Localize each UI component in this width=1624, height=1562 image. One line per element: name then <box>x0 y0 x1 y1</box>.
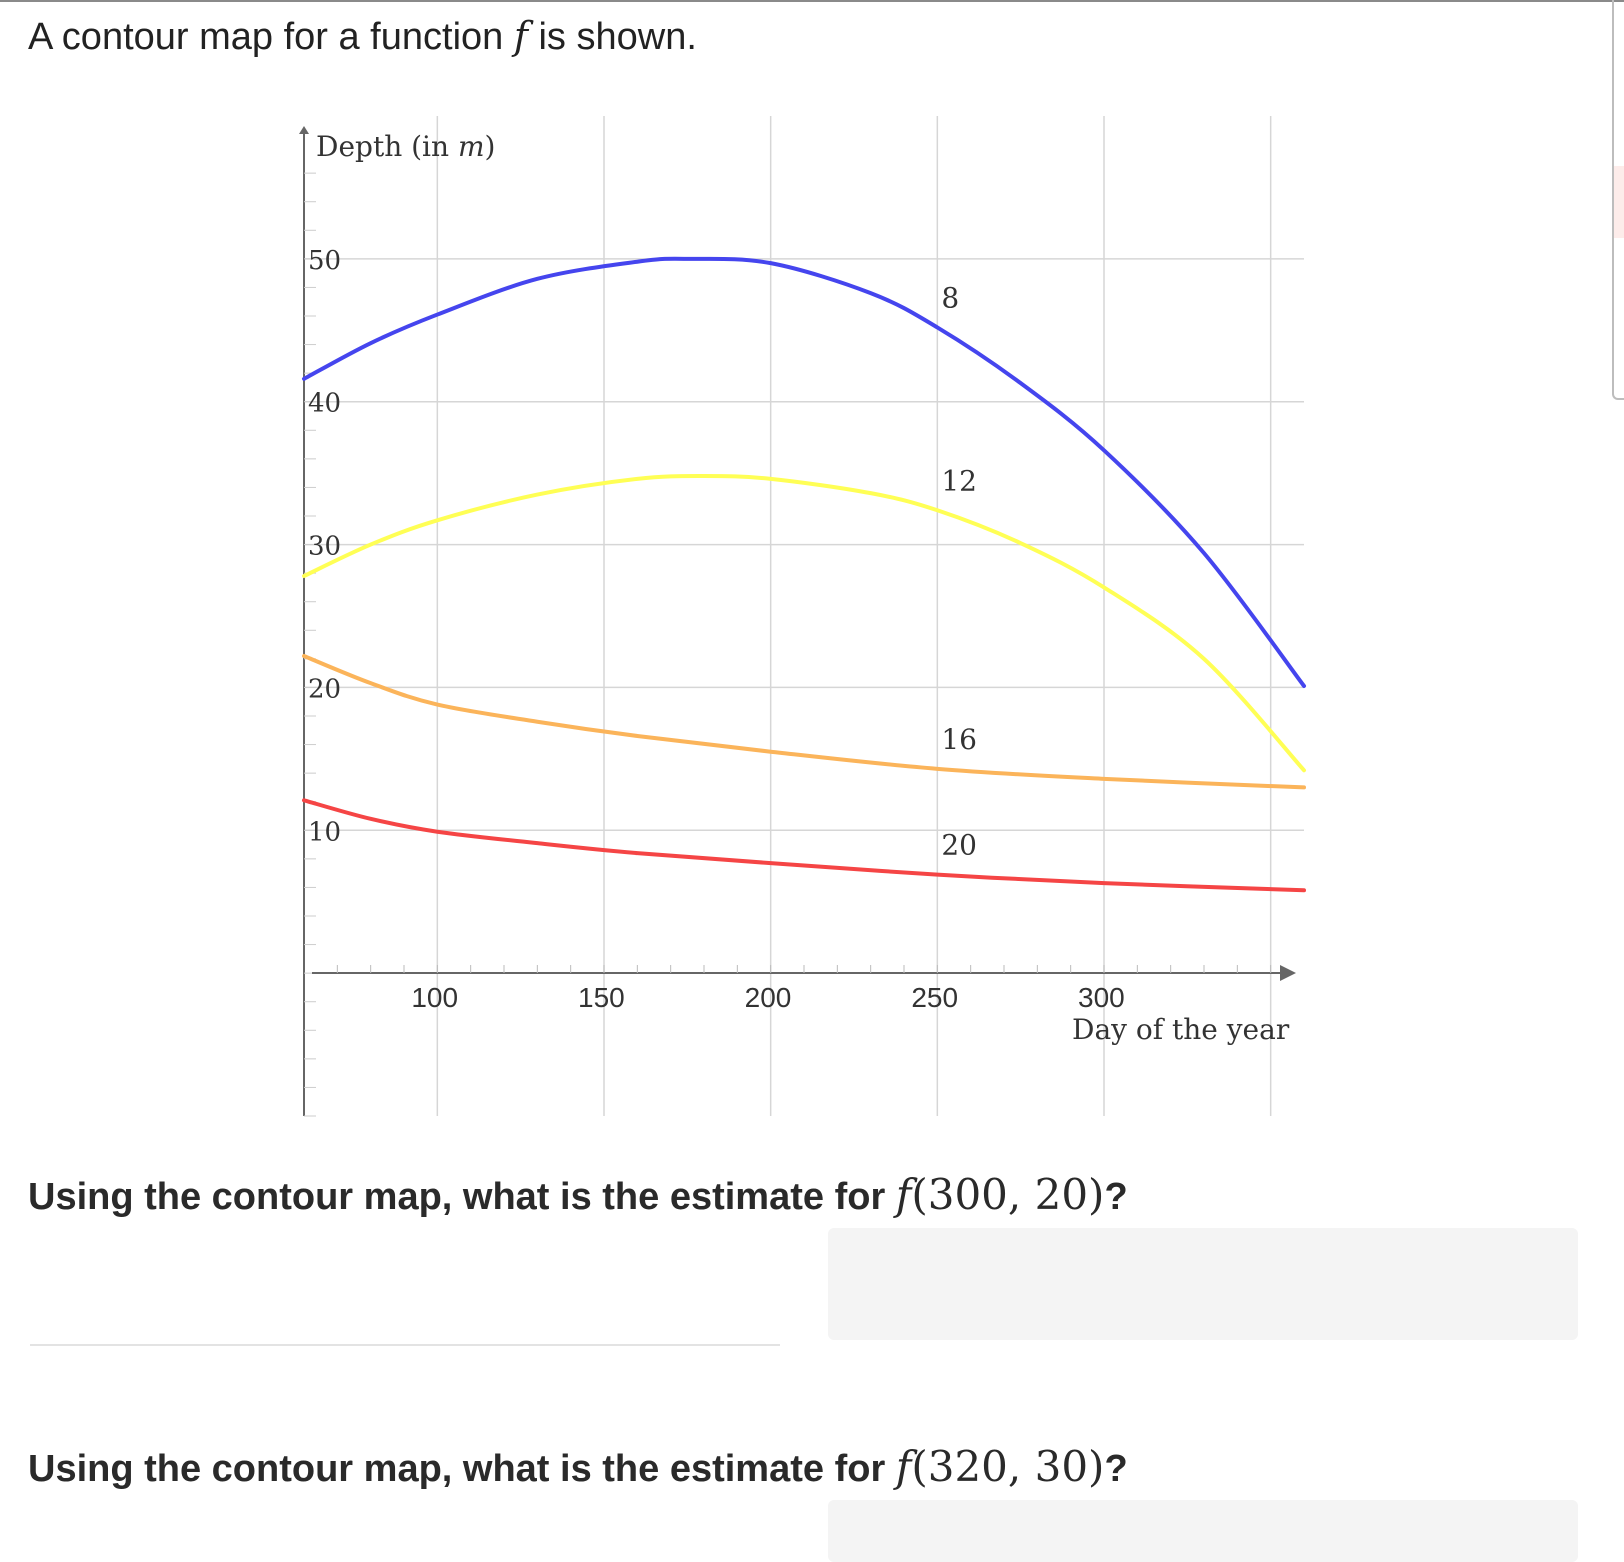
divider <box>30 1344 780 1346</box>
contour-line-20 <box>302 798 1306 893</box>
intro-prefix: A contour map for a function <box>28 16 514 58</box>
x-tick-label-200: 200 <box>745 982 792 1013</box>
contour-line-8 <box>302 256 1306 688</box>
question-1-function-symbol: f <box>895 1170 912 1219</box>
contour-label-8: 8 <box>941 281 959 314</box>
x-tick-label-150: 150 <box>578 982 625 1013</box>
question-2-args: (320, 30) <box>911 1442 1105 1491</box>
question-1-suffix: ? <box>1104 1176 1128 1218</box>
question-1-args: (300, 20) <box>911 1170 1105 1219</box>
contour-map: 100 150 200 250 300 10 20 30 40 50 Day of the year… <box>299 116 1306 1117</box>
y-tick-label-30: 30 <box>308 532 341 562</box>
contour-label-12: 12 <box>941 464 977 497</box>
question-1: Using the contour map, what is the estim… <box>28 1170 1128 1219</box>
contour-label-20: 20 <box>941 829 977 862</box>
question-2-prefix: Using the contour map, what is the estim… <box>28 1448 896 1490</box>
contour-label-16: 16 <box>941 723 977 756</box>
x-tick-label-100: 100 <box>411 982 458 1013</box>
side-panel-tab[interactable] <box>1614 166 1624 238</box>
question-1-prefix: Using the contour map, what is the estim… <box>28 1176 896 1218</box>
y-tick-label-50: 50 <box>308 246 341 276</box>
top-rule <box>0 0 1624 2</box>
contour-line-16 <box>302 654 1306 790</box>
x-axis-arrow <box>1280 965 1296 981</box>
answer-input-2[interactable] <box>828 1500 1578 1562</box>
intro-suffix: is shown. <box>527 16 697 58</box>
question-2-suffix: ? <box>1104 1448 1128 1490</box>
x-tick-label-250: 250 <box>911 982 958 1013</box>
contour-line-12 <box>302 473 1306 773</box>
question-2-function-symbol: f <box>895 1442 912 1491</box>
y-tick-label-10: 10 <box>308 817 341 847</box>
y-axis-arrow <box>299 126 309 134</box>
side-panel-edge <box>1612 0 1624 400</box>
y-tick-label-40: 40 <box>308 389 341 419</box>
x-axis-title: Day of the year <box>1072 1013 1290 1046</box>
answer-input-1[interactable] <box>828 1228 1578 1340</box>
y-axis-title: Depth (in m) <box>316 130 495 163</box>
intro-function-symbol: f <box>513 14 528 58</box>
x-tick-label-300: 300 <box>1078 982 1125 1013</box>
y-tick-label-20: 20 <box>308 674 341 704</box>
intro-text: A contour map for a function f is shown. <box>28 14 697 59</box>
question-2: Using the contour map, what is the estim… <box>28 1442 1128 1491</box>
